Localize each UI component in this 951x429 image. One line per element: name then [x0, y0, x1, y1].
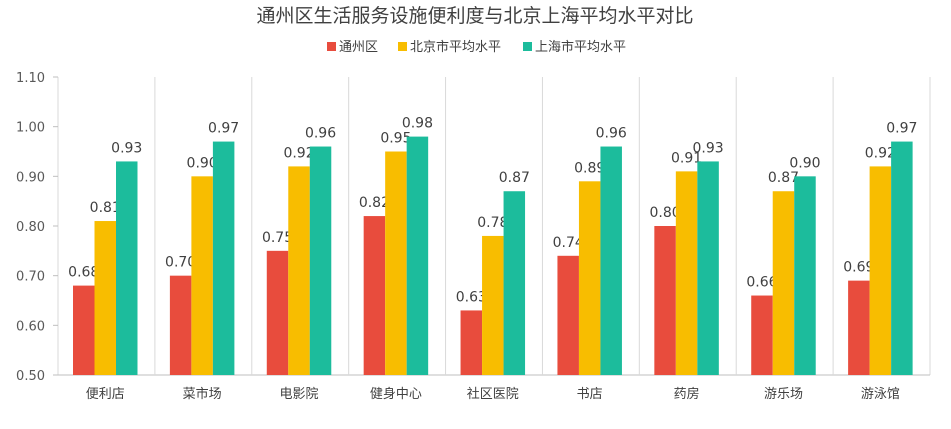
data-label: 0.78 — [477, 215, 508, 231]
data-label: 0.81 — [90, 200, 121, 216]
legend-label: 北京市平均水平 — [410, 39, 501, 55]
bar-0-7 — [751, 295, 773, 375]
chart-title: 通州区生活服务设施便利度与北京上海平均水平对比 — [256, 5, 693, 27]
data-label: 0.80 — [649, 205, 680, 221]
bar-0-3 — [363, 216, 386, 375]
y-tick-label: 1.00 — [16, 121, 45, 136]
legend-label: 上海市平均水平 — [535, 39, 626, 55]
data-label: 0.91 — [671, 150, 702, 166]
legend-swatch — [523, 42, 532, 51]
bar-0-0 — [73, 285, 95, 375]
bar-1-6 — [675, 171, 698, 375]
bar-2-3 — [406, 136, 429, 375]
data-label: 0.97 — [208, 121, 239, 137]
y-tick-label: 0.80 — [16, 220, 45, 235]
x-tick-label: 便利店 — [86, 387, 125, 402]
data-label: 0.74 — [553, 235, 584, 251]
bar-1-3 — [385, 151, 407, 375]
data-label: 0.70 — [165, 255, 196, 271]
y-tick-label: 0.90 — [16, 170, 45, 185]
data-label: 0.75 — [262, 230, 293, 246]
bar-1-1 — [191, 176, 213, 375]
bar-2-1 — [212, 141, 235, 375]
data-label: 0.93 — [111, 140, 142, 156]
x-tick-label: 药房 — [674, 386, 700, 402]
data-label: 0.87 — [499, 170, 530, 186]
data-label: 0.96 — [596, 126, 627, 142]
data-label: 0.68 — [68, 265, 99, 281]
legend-label: 通州区 — [339, 40, 378, 55]
legend-swatch — [398, 42, 407, 51]
x-tick-label: 菜市场 — [183, 386, 222, 402]
bar-0-6 — [654, 226, 676, 375]
data-label: 0.92 — [283, 145, 314, 161]
bar-0-8 — [848, 280, 870, 375]
data-label: 0.95 — [380, 131, 411, 147]
x-tick-label: 电影院 — [280, 387, 319, 402]
legend: 通州区 北京市平均水平 上海市平均水平 — [327, 39, 626, 55]
data-label: 0.92 — [865, 145, 896, 161]
bar-2-0 — [116, 161, 138, 375]
data-label: 0.97 — [886, 121, 917, 137]
data-label: 0.66 — [746, 275, 777, 291]
x-tick-label: 游乐场 — [764, 387, 803, 402]
bar-2-6 — [697, 161, 719, 375]
data-label: 0.96 — [305, 126, 336, 142]
data-label: 0.98 — [402, 116, 433, 132]
bar-0-5 — [557, 255, 579, 375]
data-label: 0.82 — [359, 195, 390, 211]
y-tick-label: 1.10 — [16, 71, 45, 86]
data-label: 0.63 — [456, 289, 487, 305]
data-label: 0.69 — [843, 260, 874, 276]
bar-1-7 — [772, 191, 795, 375]
bar-1-2 — [288, 166, 310, 375]
y-tick-label: 0.50 — [16, 369, 45, 384]
y-tick-label: 0.70 — [16, 270, 45, 285]
bar-1-8 — [869, 166, 892, 375]
bar-2-8 — [891, 141, 913, 375]
data-label: 0.87 — [768, 170, 799, 186]
bar-1-0 — [94, 221, 116, 375]
x-tick-label: 社区医院 — [467, 386, 519, 402]
bar-2-7 — [794, 176, 816, 375]
data-label: 0.90 — [789, 155, 820, 171]
y-tick-label: 0.60 — [16, 319, 45, 334]
legend-swatch — [327, 42, 336, 51]
bar-1-4 — [482, 235, 504, 375]
x-tick-label: 书店 — [577, 387, 603, 402]
bar-2-4 — [503, 191, 526, 375]
x-tick-label: 游泳馆 — [861, 387, 900, 402]
bar-2-2 — [309, 146, 332, 375]
data-label: 0.89 — [574, 160, 605, 176]
data-label: 0.93 — [692, 140, 723, 156]
bar-0-2 — [266, 250, 289, 375]
bar-0-1 — [169, 275, 192, 375]
data-label: 0.90 — [187, 155, 218, 171]
bar-2-5 — [600, 146, 622, 375]
bar-0-4 — [460, 310, 483, 375]
plot-area: 0.50 0.60 0.70 0.80 0.90 1.00 1.10 0.68 0.81 0.93… — [16, 71, 931, 402]
bar-1-5 — [578, 181, 601, 375]
x-tick-label: 健身中心 — [370, 386, 422, 402]
